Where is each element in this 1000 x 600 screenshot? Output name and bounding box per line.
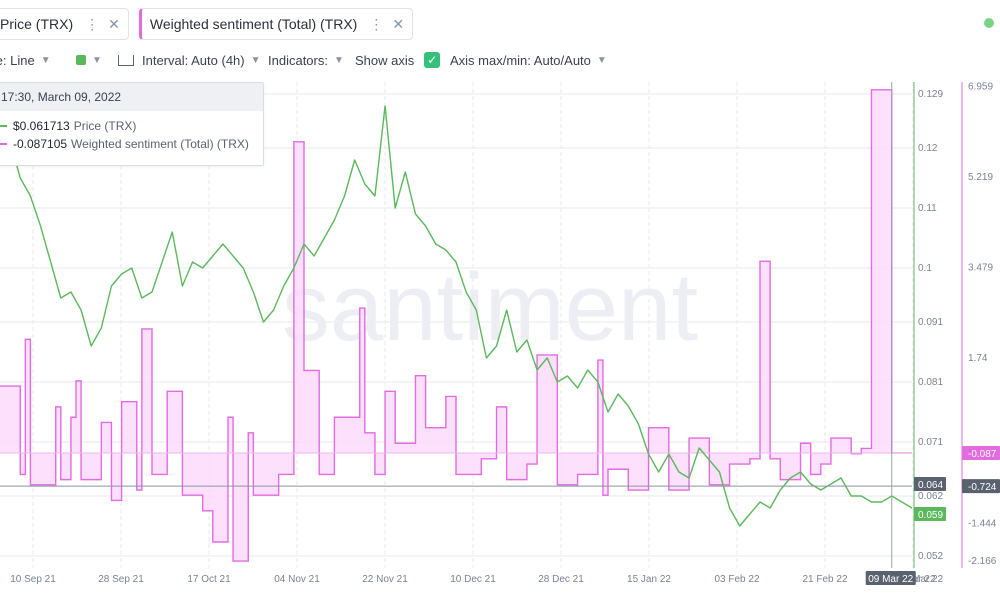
chevron-down-icon: ▼ bbox=[92, 54, 102, 66]
price-tick-label: 0.1 bbox=[918, 263, 932, 274]
x-tick-label: 10 Sep 21 bbox=[10, 574, 56, 585]
chevron-down-icon: ▼ bbox=[596, 54, 607, 66]
price-last-value: 0.059 bbox=[918, 510, 943, 521]
price-tick-label: 0.052 bbox=[918, 551, 943, 562]
price-tick-label: 0.129 bbox=[918, 89, 943, 100]
cursor-date-badge bbox=[865, 571, 916, 585]
price-tick-label: 0.091 bbox=[918, 317, 943, 328]
kebab-menu-icon[interactable]: ⋮ bbox=[369, 15, 383, 32]
axis-maxmin-dropdown[interactable]: Axis max/min: Auto/Auto ▼ bbox=[450, 50, 607, 70]
watermark: santiment bbox=[282, 254, 698, 361]
close-icon[interactable]: ✕ bbox=[392, 15, 405, 32]
sentiment-tick-label: 5.219 bbox=[968, 172, 993, 183]
indicators-dropdown[interactable]: Indicators: ▼ bbox=[268, 50, 344, 70]
chevron-down-icon: ▼ bbox=[40, 54, 51, 66]
price-crosshair-badge bbox=[914, 477, 946, 491]
price-tick-label: 0.071 bbox=[918, 437, 943, 448]
interval-label: Interval: Auto (4h) bbox=[142, 52, 245, 68]
color-swatch bbox=[76, 55, 86, 65]
live-status-dot bbox=[984, 18, 994, 28]
tooltip-sentiment-name: Weighted sentiment (Total) (TRX) bbox=[71, 137, 249, 151]
x-tick-label: 22 Nov 21 bbox=[362, 574, 408, 585]
price-tick-label: 0.12 bbox=[918, 143, 938, 154]
sentiment-tick-label: 6.959 bbox=[968, 82, 993, 93]
interval-dropdown[interactable]: Interval: Auto (4h) ▼ bbox=[118, 50, 261, 70]
cursor-date-label: 09 Mar 22 bbox=[868, 574, 913, 585]
price-tick-label: 0.062 bbox=[918, 491, 943, 502]
indicators-label: Indicators: bbox=[268, 52, 328, 68]
sentiment-tick-label: -2.166 bbox=[968, 556, 997, 567]
tab-price-label: Price (TRX) bbox=[0, 16, 74, 32]
style-dropdown[interactable]: Style: Line ▼ bbox=[0, 50, 51, 70]
price-series bbox=[0, 105, 913, 527]
sentiment-tick-label: 1.74 bbox=[968, 353, 988, 364]
x-tick-label: 10 Dec 21 bbox=[450, 574, 496, 585]
x-tick-label: 15 Jan 22 bbox=[627, 574, 671, 585]
x-tick-label: 17 Oct 21 bbox=[187, 574, 231, 585]
legend-swatch-price bbox=[0, 125, 7, 127]
chevron-down-icon: ▼ bbox=[333, 54, 344, 66]
show-axis-toggle[interactable]: Show axis ✓ bbox=[355, 50, 441, 70]
sentiment-crosshair-value: -0.724 bbox=[968, 482, 997, 493]
interval-icon bbox=[118, 54, 134, 66]
tab-price[interactable]: Price (TRX) ⋮ ✕ bbox=[0, 8, 129, 40]
close-icon[interactable]: ✕ bbox=[108, 15, 120, 32]
sentiment-tick-label: -1.444 bbox=[968, 519, 997, 530]
style-label: Style: Line bbox=[0, 52, 35, 68]
x-tick-label: 04 Nov 21 bbox=[274, 574, 320, 585]
tooltip-sentiment-value: -0.087105 bbox=[13, 137, 68, 151]
color-picker[interactable]: ▼ bbox=[76, 50, 102, 70]
chevron-down-icon: ▼ bbox=[250, 54, 261, 66]
price-tick-label: 0.11 bbox=[918, 203, 937, 214]
price-crosshair-value: 0.064 bbox=[918, 480, 943, 491]
tooltip-price-value: $0.061713 bbox=[13, 119, 70, 133]
sentiment-series bbox=[0, 89, 912, 562]
tab-sentiment[interactable]: Weighted sentiment (Total) (TRX) ⋮ ✕ bbox=[138, 8, 414, 40]
sentiment-last-badge bbox=[962, 445, 1000, 460]
tooltip-row-price: $0.061713 Price (TRX) bbox=[0, 117, 263, 135]
price-line bbox=[0, 105, 913, 527]
sentiment-last-value: -0.087 bbox=[968, 449, 997, 460]
x-tick-label: 28 Dec 21 bbox=[538, 574, 584, 585]
price-last-badge bbox=[914, 507, 946, 521]
tab-sentiment-label: Weighted sentiment (Total) (TRX) bbox=[149, 16, 358, 32]
x-tick-label: 28 Sep 21 bbox=[98, 574, 144, 585]
tooltip-row-sentiment: -0.087105 Weighted sentiment (Total) (TR… bbox=[0, 135, 263, 153]
price-tick-label: 0.081 bbox=[918, 377, 943, 388]
legend-swatch-sentiment bbox=[0, 143, 7, 145]
sentiment-tick-label: 3.479 bbox=[968, 263, 993, 274]
chart-tooltip: 17:30, March 09, 2022 $0.061713 Price (T… bbox=[0, 82, 264, 166]
sentiment-crosshair-badge bbox=[962, 479, 1000, 494]
tooltip-price-name: Price (TRX) bbox=[73, 119, 137, 133]
checkbox-checked-icon[interactable]: ✓ bbox=[424, 52, 441, 68]
x-tick-label: 21 Feb 22 bbox=[802, 574, 847, 585]
sentiment-line bbox=[0, 89, 912, 562]
chart-axes: 0.129 0.12 0.11 0.1 0.091 0.081 0.071 0.062 0.05… bbox=[0, 82, 1000, 585]
x-tick-label: Mar 22 bbox=[912, 574, 944, 585]
show-axis-label: Show axis bbox=[355, 52, 415, 68]
kebab-menu-icon[interactable]: ⋮ bbox=[85, 15, 99, 32]
x-tick-label: 03 Feb 22 bbox=[714, 574, 759, 585]
axis-maxmin-label: Axis max/min: Auto/Auto bbox=[450, 52, 591, 68]
tooltip-datetime: 17:30, March 09, 2022 bbox=[0, 83, 263, 111]
